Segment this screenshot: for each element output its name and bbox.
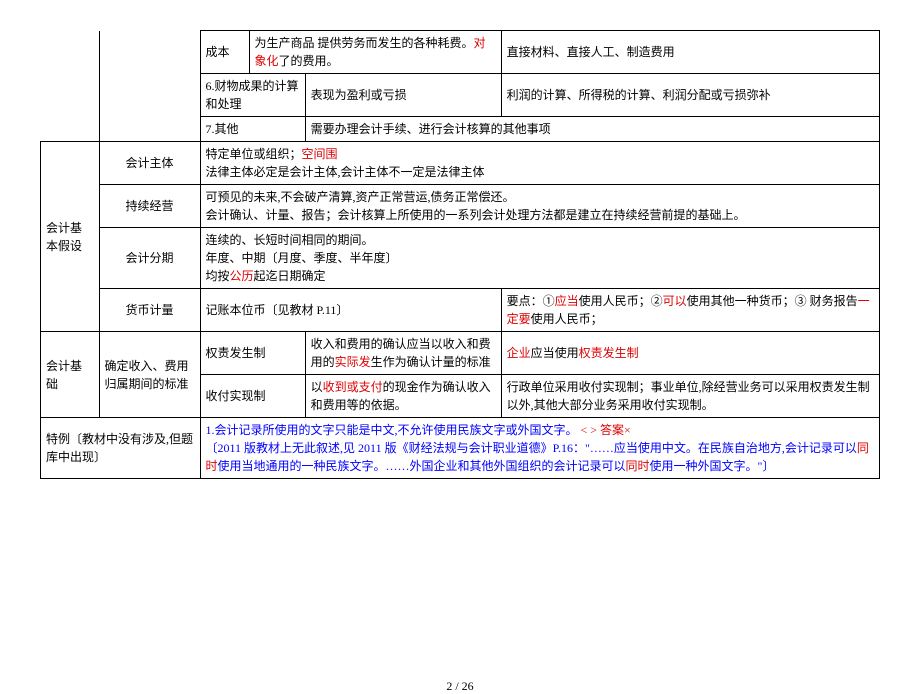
a4-label: 货币计量 [99,289,200,332]
row6-col-a: 表现为盈利或亏损 [305,74,501,117]
assumption-header: 会计基本假设 [41,142,100,332]
special-label: 特例〔教材中没有涉及,但题库中出现〕 [41,418,201,479]
b2-col-a: 以收到或支付的现金作为确认收入和费用等的依据。 [305,375,501,418]
cost-right: 直接材料、直接人工、制造费用 [501,31,879,74]
page-number: 2 / 26 [40,679,880,694]
row6-label: 6.财物成果的计算和处理 [200,74,305,117]
a4-col-b: 要点：①应当使用人民币；②可以使用其他一种货币；③ 财务报告一定要使用人民币； [501,289,879,332]
row6-col-b: 利润的计算、所得税的计算、利润分配或亏损弥补 [501,74,879,117]
row7-text: 需要办理会计手续、进行会计核算的其他事项 [305,117,879,142]
b1-col-a: 收入和费用的确认应当以收入和费用的实际发生作为确认计量的标准 [305,332,501,375]
basis-sub: 确定收入、费用归属期间的标准 [99,332,200,418]
special-text: 1.会计记录所使用的文字只能是中文,不允许使用民族文字或外国文字。 < > 答案… [200,418,880,479]
a4-col-a: 记账本位币〔见教材 P.11〕 [200,289,501,332]
b2-col-b: 行政单位采用收付实现制；事业单位,除经营业务可以采用权责发生制以外,其他大部分业… [501,375,879,418]
cost-desc: 为生产商品 提供劳务而发生的各种耗费。对象化了的费用。 [249,31,501,74]
b2-label: 收付实现制 [200,375,305,418]
b1-label: 权责发生制 [200,332,305,375]
cost-label: 成本 [200,31,249,74]
main-table: 成本 为生产商品 提供劳务而发生的各种耗费。对象化了的费用。 直接材料、直接人工… [40,30,880,479]
a3-text: 连续的、长短时间相同的期间。年度、中期〔月度、季度、半年度〕均按公历起迄日期确定 [200,228,880,289]
a1-text: 特定单位或组织；空间围法律主体必定是会计主体,会计主体不一定是法律主体 [200,142,880,185]
a2-label: 持续经营 [99,185,200,228]
a1-label: 会计主体 [99,142,200,185]
a2-text: 可预见的未来,不会破产清算,资产正常营运,债务正常偿还。会计确认、计量、报告；会… [200,185,880,228]
row7-label: 7.其他 [200,117,305,142]
b1-col-b: 企业应当使用权责发生制 [501,332,879,375]
basis-header: 会计基础 [41,332,100,418]
a3-label: 会计分期 [99,228,200,289]
